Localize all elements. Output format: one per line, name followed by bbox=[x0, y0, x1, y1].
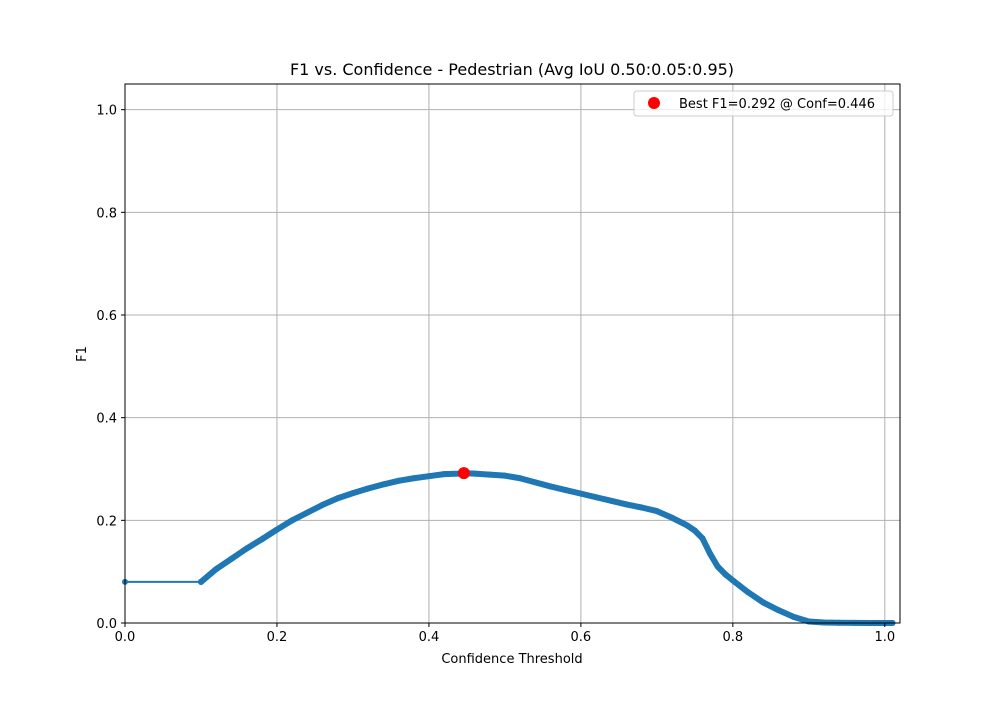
f1-data-point bbox=[258, 536, 265, 543]
axis-ticks: 0.0 0.2 0.4 0.6 0.8 1.0 0.0 0.2 0.4 0.6 0.8 1.0 bbox=[96, 104, 895, 645]
f1-data-point bbox=[441, 471, 448, 478]
f1-data-point bbox=[775, 607, 782, 614]
f1-data-point bbox=[745, 589, 752, 596]
legend-marker-best bbox=[648, 97, 660, 109]
f1-data-point bbox=[722, 571, 729, 578]
legend: Best F1=0.292 @ Conf=0.446 bbox=[633, 90, 894, 117]
f1-data-point bbox=[228, 555, 235, 562]
f1-data-point bbox=[623, 501, 630, 508]
f1-data-point bbox=[304, 509, 311, 516]
y-tick-label: 0.6 bbox=[96, 309, 117, 324]
f1-data-point bbox=[699, 535, 706, 542]
x-tick-label: 0.6 bbox=[571, 630, 592, 645]
f1-data-point bbox=[486, 471, 493, 478]
f1-data-point bbox=[334, 495, 341, 502]
f1-data-point bbox=[365, 485, 372, 492]
x-axis-label: Confidence Threshold bbox=[441, 652, 582, 667]
f1-data-point bbox=[608, 497, 615, 504]
f1-data-point bbox=[501, 472, 508, 479]
f1-data-point bbox=[395, 477, 402, 484]
f1-data-point bbox=[273, 526, 280, 533]
f1-data-point bbox=[669, 514, 676, 521]
f1-data-point bbox=[532, 479, 539, 486]
chart-title: F1 vs. Confidence - Pedestrian (Avg IoU … bbox=[290, 60, 734, 79]
data-series bbox=[122, 467, 896, 626]
y-tick-label: 1.0 bbox=[96, 104, 117, 119]
f1-data-point bbox=[517, 475, 524, 482]
f1-data-point bbox=[707, 550, 714, 557]
f1-data-point bbox=[653, 508, 660, 515]
y-tick-label: 0.0 bbox=[96, 617, 117, 632]
f1-data-point bbox=[577, 490, 584, 497]
f1-data-point bbox=[197, 578, 204, 585]
x-tick-label: 0.0 bbox=[115, 630, 136, 645]
f1-data-point bbox=[319, 501, 326, 508]
f1-data-point bbox=[410, 475, 417, 482]
grid-lines bbox=[124, 84, 900, 624]
f1-data-point bbox=[380, 481, 387, 488]
f1-data-point bbox=[729, 577, 736, 584]
y-tick-label: 0.2 bbox=[96, 514, 117, 529]
y-axis-label: F1 bbox=[75, 346, 90, 362]
f1-data-point bbox=[547, 483, 554, 490]
f1-data-point bbox=[691, 527, 698, 534]
f1-data-point bbox=[425, 473, 432, 480]
x-tick-label: 0.2 bbox=[267, 630, 288, 645]
f1-data-point bbox=[471, 470, 478, 477]
f1-data-point bbox=[684, 522, 691, 529]
f1-data-point bbox=[562, 487, 569, 494]
y-tick-label: 0.8 bbox=[96, 206, 117, 221]
f1-data-point bbox=[790, 613, 797, 620]
legend-box bbox=[633, 90, 894, 117]
best-f1-point bbox=[457, 467, 470, 480]
f1-data-point bbox=[349, 490, 356, 497]
f1-data-point bbox=[805, 618, 812, 625]
f1-data-point bbox=[714, 563, 721, 570]
x-tick-label: 1.0 bbox=[874, 630, 895, 645]
plot-frame bbox=[124, 83, 901, 624]
y-tick-label: 0.4 bbox=[96, 412, 117, 427]
f1-data-point bbox=[638, 504, 645, 511]
x-tick-label: 0.4 bbox=[419, 630, 440, 645]
f1-data-point bbox=[289, 517, 296, 524]
f1-data-point bbox=[821, 619, 828, 626]
f1-data-point bbox=[243, 545, 250, 552]
x-tick-label: 0.8 bbox=[722, 630, 743, 645]
legend-label-best: Best F1=0.292 @ Conf=0.446 bbox=[679, 97, 875, 112]
f1-data-point bbox=[593, 494, 600, 501]
f1-data-point bbox=[760, 599, 767, 606]
f1-data-point bbox=[213, 566, 220, 573]
